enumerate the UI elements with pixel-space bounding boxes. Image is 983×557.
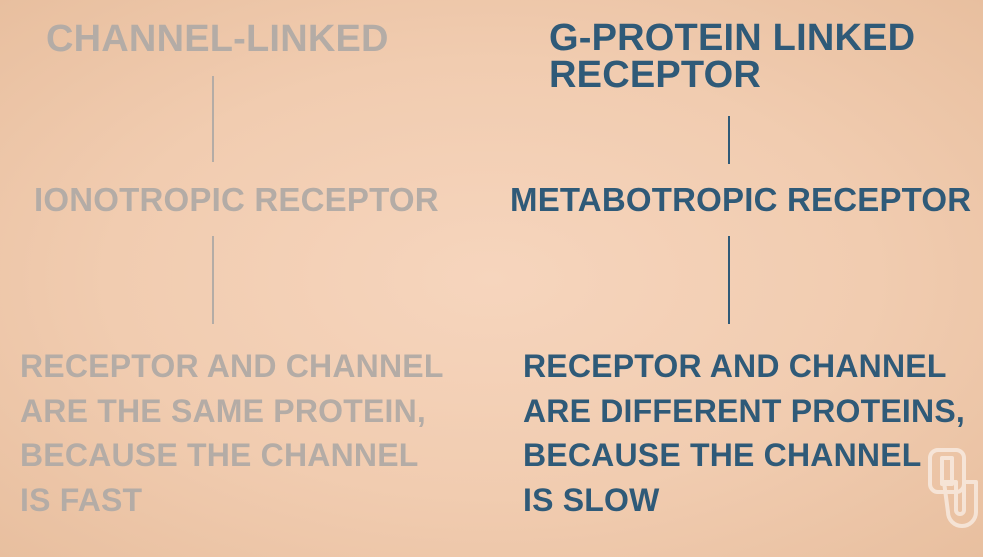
right-connector-bottom	[728, 236, 730, 324]
left-connector-bottom	[212, 236, 214, 324]
ionotropic-receptor-label: IONOTROPIC RECEPTOR	[34, 181, 439, 218]
right-connector-top	[728, 116, 730, 164]
metabotropic-receptor-label: METABOTROPIC RECEPTOR	[510, 181, 972, 218]
g-protein-linked-title: G-PROTEIN LINKED RECEPTOR	[549, 17, 916, 96]
ou-logo-icon	[928, 448, 978, 528]
left-connector-top	[212, 76, 214, 162]
ionotropic-description: RECEPTOR AND CHANNEL ARE THE SAME PROTEI…	[20, 348, 444, 518]
metabotropic-description: RECEPTOR AND CHANNEL ARE DIFFERENT PROTE…	[523, 348, 965, 518]
channel-linked-title: CHANNEL-LINKED	[46, 18, 389, 60]
